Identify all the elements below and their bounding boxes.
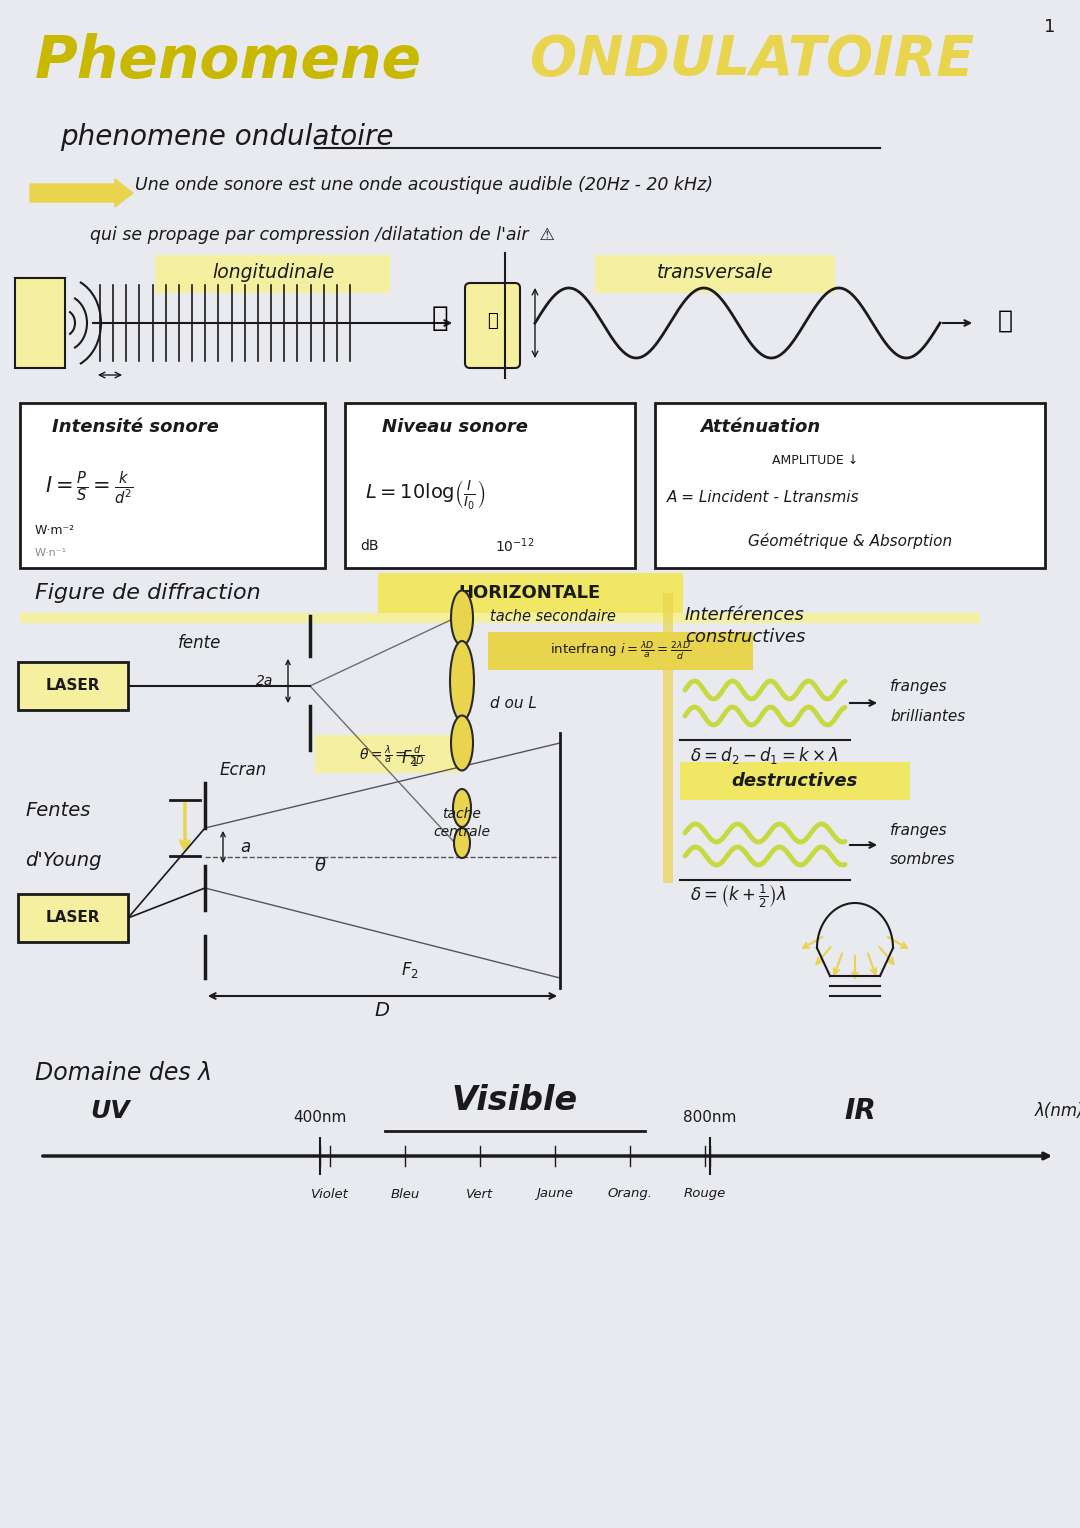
Text: $I = \frac{P}{S} = \frac{k}{d^2}$: $I = \frac{P}{S} = \frac{k}{d^2}$ (45, 469, 134, 506)
Text: d'Young: d'Young (25, 851, 102, 869)
Bar (654, 403, 1045, 568)
Text: Niveau sonore: Niveau sonore (382, 419, 528, 435)
Text: d ou L: d ou L (490, 695, 537, 711)
Text: sombres: sombres (890, 853, 956, 868)
Text: $10^{-12}$: $10^{-12}$ (495, 536, 535, 555)
Bar (680, 762, 910, 801)
Text: ONDULATOIRE: ONDULATOIRE (530, 34, 974, 87)
Ellipse shape (450, 642, 474, 721)
Text: dB: dB (360, 539, 378, 553)
Bar (15, 278, 65, 368)
Text: Visible: Visible (451, 1085, 578, 1117)
Text: 📱: 📱 (487, 312, 498, 330)
Text: Orang.: Orang. (607, 1187, 652, 1201)
Text: W·n⁻¹: W·n⁻¹ (35, 549, 67, 558)
Ellipse shape (454, 828, 470, 859)
Text: destructives: destructives (732, 772, 859, 790)
Text: HORIZONTALE: HORIZONTALE (459, 584, 602, 602)
Text: Ecran: Ecran (220, 761, 267, 779)
Text: Jaune: Jaune (537, 1187, 573, 1201)
Ellipse shape (453, 788, 471, 827)
Text: Intensité sonore: Intensité sonore (52, 419, 218, 435)
Text: $F_2$: $F_2$ (401, 960, 419, 979)
Text: $\theta$: $\theta$ (313, 857, 326, 876)
Text: 👂: 👂 (432, 304, 448, 332)
Text: $L = 10\log\!\left(\frac{I}{I_0}\right)$: $L = 10\log\!\left(\frac{I}{I_0}\right)$ (365, 478, 485, 512)
Text: Vert: Vert (467, 1187, 494, 1201)
Text: Rouge: Rouge (684, 1187, 726, 1201)
Ellipse shape (451, 715, 473, 770)
Text: λ(nm): λ(nm) (1036, 1102, 1080, 1120)
Text: transversale: transversale (657, 263, 773, 283)
FancyBboxPatch shape (465, 283, 519, 368)
Text: A = Lincident - Ltransmis: A = Lincident - Ltransmis (667, 490, 860, 506)
Text: W·m⁻²: W·m⁻² (35, 524, 76, 536)
Text: 800nm: 800nm (684, 1111, 737, 1126)
Text: 400nm: 400nm (294, 1111, 347, 1126)
Bar (488, 633, 753, 669)
Bar (18, 894, 129, 941)
Text: phenomene ondulatoire: phenomene ondulatoire (60, 122, 393, 151)
Bar (660, 410, 855, 445)
Bar (663, 593, 673, 883)
Text: LASER: LASER (45, 678, 100, 694)
Text: $\delta = d_2 - d_1 = k \times \lambda$: $\delta = d_2 - d_1 = k \times \lambda$ (690, 746, 838, 767)
Text: 👁️: 👁️ (998, 309, 1013, 333)
Text: $F_1$: $F_1$ (401, 749, 419, 769)
Text: D: D (375, 1001, 390, 1019)
Text: Géométrique & Absorption: Géométrique & Absorption (748, 533, 953, 549)
Text: Atténuation: Atténuation (700, 419, 820, 435)
Text: franges: franges (890, 824, 947, 839)
Bar (25, 410, 249, 445)
Ellipse shape (451, 590, 473, 645)
Bar (315, 735, 460, 773)
Text: a: a (240, 837, 251, 856)
Text: Une onde sonore est une onde acoustique audible (20Hz - 20 kHz): Une onde sonore est une onde acoustique … (135, 176, 713, 194)
Text: $\delta = \left(k + \frac{1}{2}\right)\lambda$: $\delta = \left(k + \frac{1}{2}\right)\l… (690, 882, 787, 909)
Text: Domaine des λ: Domaine des λ (35, 1060, 212, 1085)
Bar (18, 662, 129, 711)
Bar (21, 403, 325, 568)
Text: Bleu: Bleu (390, 1187, 420, 1201)
Text: longitudinale: longitudinale (212, 263, 334, 283)
Text: IR: IR (845, 1097, 876, 1125)
Text: 2a: 2a (256, 674, 273, 688)
Bar (345, 403, 635, 568)
Text: AMPLITUDE ↓: AMPLITUDE ↓ (772, 454, 859, 468)
Bar (350, 410, 561, 445)
Text: $\theta = \frac{\lambda}{a} = \frac{d}{2D}$: $\theta = \frac{\lambda}{a} = \frac{d}{2… (359, 743, 424, 767)
Text: brilliantes: brilliantes (890, 709, 966, 723)
Bar (156, 255, 390, 293)
FancyArrow shape (30, 179, 133, 206)
Bar (595, 255, 835, 293)
Text: qui se propage par compression /dilatation de l'air  ⚠: qui se propage par compression /dilatati… (90, 226, 555, 244)
Text: tache
centrale: tache centrale (433, 807, 490, 839)
Text: interfrang $i = \frac{\lambda D}{a} = \frac{2\lambda D}{d}$: interfrang $i = \frac{\lambda D}{a} = \f… (551, 640, 691, 662)
Text: Fentes: Fentes (25, 801, 91, 819)
Text: Figure de diffraction: Figure de diffraction (35, 584, 260, 604)
Text: fente: fente (178, 634, 221, 652)
Text: UV: UV (91, 1099, 130, 1123)
Text: 1: 1 (1043, 18, 1055, 37)
Bar (378, 573, 683, 614)
Bar (21, 613, 980, 623)
Bar (660, 523, 1038, 559)
Text: Violet: Violet (311, 1187, 349, 1201)
Text: LASER: LASER (45, 911, 100, 926)
Text: franges: franges (890, 678, 947, 694)
Text: Interférences
constructives: Interférences constructives (685, 607, 806, 646)
Text: tache secondaire: tache secondaire (490, 608, 616, 623)
Text: Phenomene: Phenomene (35, 34, 422, 90)
